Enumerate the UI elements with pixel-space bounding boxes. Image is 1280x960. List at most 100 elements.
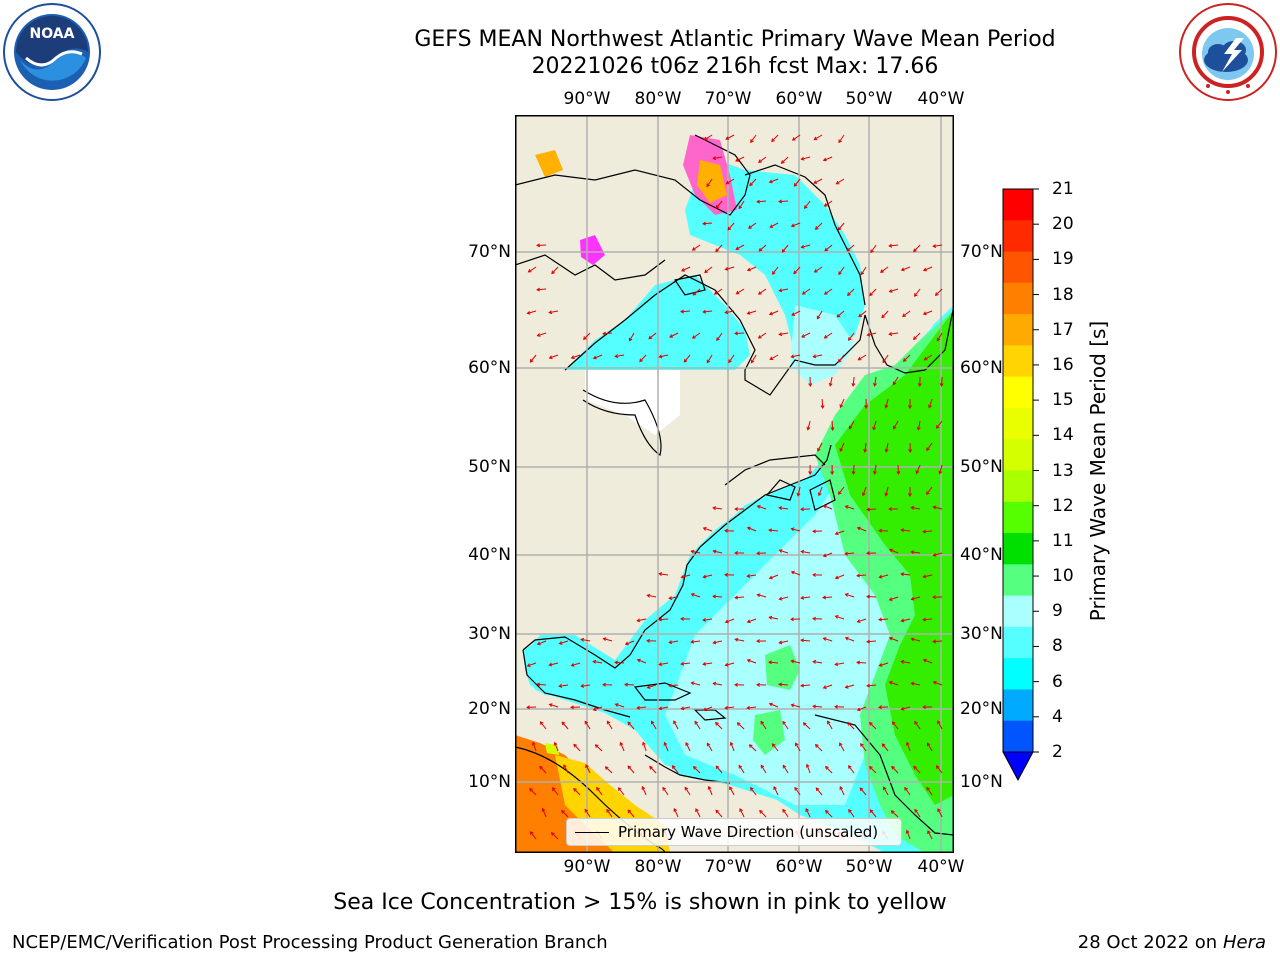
- wave-direction-arrow: [606, 721, 613, 730]
- wave-direction-arrow: [708, 786, 713, 796]
- wave-direction-arrowhead: [900, 572, 905, 577]
- wave-direction-arrow: [530, 831, 537, 840]
- wave-direction-arrow: [747, 618, 757, 623]
- wave-direction-arrow: [769, 616, 779, 620]
- wave-direction-arrow: [926, 787, 933, 796]
- wave-direction-arrow: [914, 288, 921, 297]
- wave-direction-arrow: [603, 638, 613, 642]
- wave-direction-arrow: [873, 420, 877, 430]
- wave-direction-arrow: [615, 703, 625, 708]
- wave-direction-arrowhead: [646, 638, 650, 643]
- wave-direction-arrow: [867, 640, 877, 643]
- wave-direction-arrow: [937, 808, 943, 818]
- wave-direction-arrow: [537, 332, 547, 337]
- wave-direction-arrowhead: [536, 243, 541, 248]
- wave-direction-arrowhead: [838, 271, 842, 276]
- map-legend: Primary Wave Direction (unscaled): [566, 818, 902, 846]
- wave-direction-arrow: [835, 615, 845, 620]
- wave-direction-arrow: [757, 594, 767, 598]
- wave-direction-arrowhead: [844, 636, 849, 641]
- wave-direction-arrow: [883, 786, 889, 796]
- colorbar-segment: [1003, 501, 1033, 534]
- wave-direction-arrowhead: [847, 765, 852, 769]
- wave-direction-arrow: [627, 721, 635, 730]
- wave-direction-arrow: [758, 156, 767, 163]
- wave-direction-arrowhead: [907, 405, 912, 409]
- wave-direction-arrowhead: [702, 707, 707, 712]
- wave-direction-arrowhead: [725, 180, 730, 185]
- wave-direction-arrow: [747, 574, 757, 577]
- wave-direction-arrow: [889, 244, 899, 247]
- wave-direction-arrowhead: [932, 595, 936, 600]
- wave-direction-arrowhead: [624, 682, 629, 687]
- wave-direction-arrowhead: [529, 787, 533, 792]
- wave-direction-arrow: [747, 310, 757, 315]
- wave-direction-arrowhead: [866, 332, 871, 337]
- wave-direction-arrow: [750, 787, 757, 796]
- nws-logo-icon: [1179, 3, 1277, 101]
- wave-direction-arrow: [769, 574, 779, 579]
- lon-tick-bottom: 90°W: [563, 857, 611, 877]
- wave-direction-arrow: [848, 765, 855, 774]
- wave-direction-arrowhead: [746, 267, 751, 272]
- wave-direction-arrow: [659, 706, 669, 710]
- wave-direction-arrow: [725, 310, 735, 314]
- wave-direction-arrow: [846, 244, 855, 252]
- wave-direction-arrowhead: [800, 638, 805, 643]
- wave-direction-arrowhead: [878, 663, 883, 667]
- wave-direction-arrowhead: [800, 595, 805, 600]
- wave-direction-arrowhead: [617, 787, 622, 791]
- wave-direction-arrow: [816, 310, 823, 319]
- coastline: [864, 304, 954, 374]
- wave-direction-arrow: [629, 332, 635, 341]
- wave-direction-arrowhead: [646, 685, 651, 689]
- wave-direction-arrowhead: [619, 741, 624, 746]
- wave-direction-arrow: [923, 266, 933, 271]
- wave-direction-arrow: [685, 742, 691, 752]
- wave-direction-arrowhead: [658, 354, 663, 359]
- wave-direction-arrowhead: [536, 682, 541, 687]
- wave-direction-arrowhead: [823, 203, 828, 207]
- wave-direction-arrowhead: [915, 470, 920, 475]
- green-patch: [765, 645, 800, 690]
- wave-direction-arrowhead: [558, 641, 563, 645]
- wave-direction-arrowhead: [756, 593, 761, 598]
- legend-line-sample: [575, 832, 609, 833]
- wave-direction-arrowhead: [756, 199, 761, 204]
- wave-direction-arrow: [758, 288, 767, 295]
- wave-direction-arrowhead: [932, 552, 937, 557]
- wave-direction-arrowhead: [813, 136, 818, 141]
- wave-direction-arrow: [561, 721, 569, 730]
- wave-direction-arrowhead: [884, 448, 889, 453]
- wave-direction-arrowhead: [806, 426, 811, 431]
- wave-period-map: [515, 115, 954, 853]
- wave-direction-arrow: [681, 266, 691, 272]
- wave-direction-arrowhead: [866, 683, 871, 688]
- wave-direction-arrowhead: [790, 354, 795, 359]
- wave-direction-arrowhead: [712, 549, 717, 554]
- colorbar-tick-label: 20: [1052, 214, 1074, 235]
- wave-direction-arrowhead: [735, 290, 740, 295]
- wave-direction-arrowhead: [910, 550, 915, 555]
- wave-direction-arrow: [715, 244, 723, 252]
- wave-direction-arrow: [659, 662, 669, 666]
- colorbar-segment: [1003, 533, 1033, 565]
- wave-direction-arrowhead: [812, 572, 816, 577]
- wave-direction-arrow: [891, 810, 899, 818]
- wave-direction-arrow: [673, 808, 679, 818]
- wave-direction-arrowhead: [561, 809, 565, 814]
- wave-direction-arrow: [792, 134, 801, 141]
- wave-direction-arrowhead: [758, 247, 763, 252]
- wave-direction-arrow: [845, 593, 855, 598]
- wave-direction-arrow: [845, 552, 855, 555]
- wave-direction-arrow: [927, 830, 933, 840]
- wave-direction-arrowhead: [651, 720, 655, 725]
- wave-direction-arrowhead: [932, 505, 937, 510]
- wave-direction-arrow: [549, 310, 559, 314]
- wave-direction-arrow: [885, 442, 889, 452]
- wave-direction-arrow: [758, 244, 767, 252]
- wave-direction-arrow: [838, 134, 845, 143]
- wave-direction-arrowhead: [791, 137, 796, 141]
- wave-direction-arrowhead: [724, 572, 728, 577]
- wave-direction-arrowhead: [548, 310, 553, 315]
